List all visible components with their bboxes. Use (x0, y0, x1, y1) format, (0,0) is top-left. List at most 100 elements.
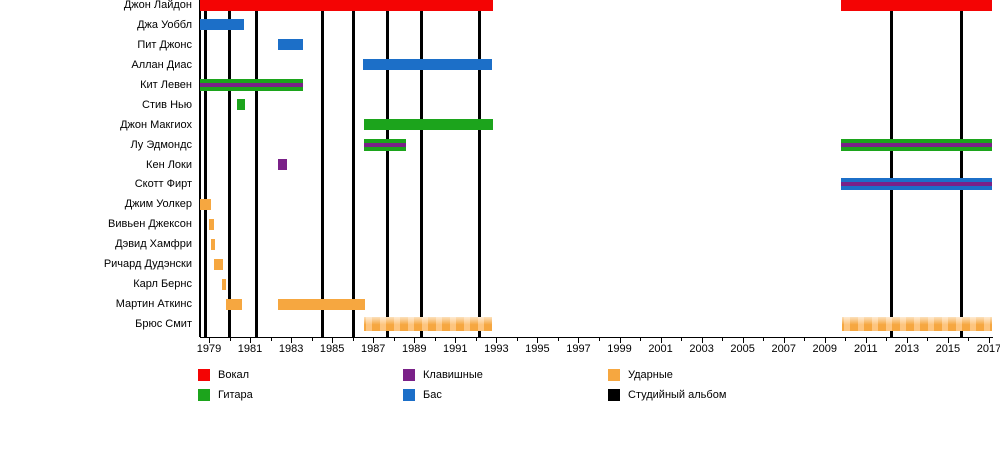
axis-tick-label: 1993 (484, 343, 509, 355)
axis-tick (393, 338, 395, 341)
member-label: Джон Макгиох (120, 118, 192, 131)
member-label: Лу Эдмондс (130, 138, 192, 151)
member-bar (211, 238, 216, 250)
studio-album-swatch-icon (608, 389, 620, 401)
album-line (478, 0, 482, 337)
axis-tick (475, 338, 477, 341)
axis-tick (250, 338, 252, 343)
axis-tick (578, 338, 580, 343)
member-bar (363, 138, 407, 151)
member-bar (840, 138, 993, 151)
axis-tick-label: 1985 (319, 343, 345, 355)
member-label: Джим Уолкер (124, 198, 192, 211)
x-axis: 1979 1981 1983 1985 1987 1989 1991 1993 1995 1997… (197, 337, 1000, 357)
member-bar (362, 59, 493, 71)
guitar-swatch-icon (198, 389, 210, 401)
member-label: Кен Локи (146, 158, 192, 171)
member-bar (277, 39, 303, 51)
member-label: Кит Левен (140, 78, 192, 91)
axis-tick (886, 338, 888, 341)
member-label: Джон Лайдон (123, 0, 192, 11)
axis-tick (229, 338, 231, 341)
keyboards-stripe (363, 142, 407, 147)
member-bar (277, 159, 287, 171)
axis-tick-label: 2003 (689, 343, 714, 355)
member-bar (200, 78, 303, 91)
axis-tick-label: 2009 (812, 343, 837, 355)
legend-label: Бас (423, 389, 442, 401)
member-label: Карл Бернс (133, 278, 192, 291)
axis-tick (988, 338, 990, 343)
axis-tick (557, 338, 559, 341)
member-bar (221, 278, 227, 290)
member-bar (214, 258, 223, 270)
album-line (204, 0, 208, 337)
legend-label: Студийный альбом (628, 389, 727, 401)
axis-tick (434, 338, 436, 341)
member-label: Мартин Аткинс (115, 298, 192, 311)
member-bar (277, 298, 365, 310)
plot-area (200, 0, 993, 337)
axis-tick (496, 338, 498, 343)
bass-swatch-icon (403, 389, 415, 401)
album-line (228, 0, 232, 337)
axis-tick-label: 2017 (976, 343, 1000, 355)
axis-tick-label: 1995 (525, 343, 550, 355)
axis-tick (947, 338, 949, 343)
album-line (890, 0, 894, 337)
axis-tick (845, 338, 847, 341)
axis-tick-label: 1997 (566, 343, 591, 355)
axis-tick-label: 2007 (771, 343, 796, 355)
axis-tick-label: 2001 (648, 343, 673, 355)
axis-tick (968, 338, 970, 341)
axis-tick (373, 338, 375, 343)
axis-tick (681, 338, 683, 341)
member-label: Брюс Смит (135, 318, 192, 331)
row-labels: Джон Лайдон Джа Уоббл Пит Джонс Аллан Диас К… (0, 0, 196, 337)
axis-tick (209, 338, 210, 343)
axis-tick (722, 338, 724, 341)
member-bar (236, 99, 246, 111)
album-line (419, 0, 423, 337)
axis-tick (927, 338, 929, 341)
legend-label: Вокал (218, 369, 250, 381)
legend: Вокал Гитара Клавишные Бас Ударные Студи… (0, 366, 1000, 410)
axis-tick (619, 338, 621, 343)
axis-tick (537, 338, 539, 343)
legend-label: Гитара (218, 389, 253, 401)
axis-tick-label: 1989 (402, 343, 427, 355)
axis-tick (763, 338, 765, 341)
axis-tick (455, 338, 457, 343)
member-label: Пит Джонс (137, 38, 192, 51)
legend-label: Клавишные (423, 369, 483, 381)
axis-tick-label: 2013 (894, 343, 920, 355)
axis-tick (701, 338, 703, 343)
axis-tick-label: 1999 (607, 343, 632, 355)
axis-tick-label: 2005 (730, 343, 755, 355)
member-label: Стив Нью (142, 98, 192, 111)
member-bar (363, 119, 494, 131)
x-axis-line (200, 337, 993, 338)
axis-tick-label: 1991 (443, 343, 468, 355)
axis-tick (414, 338, 416, 343)
axis-tick-label: 2015 (935, 343, 961, 355)
vocals-swatch-icon (198, 369, 210, 381)
member-bar (226, 298, 243, 310)
member-bar (200, 198, 212, 210)
drums-swatch-icon (608, 369, 620, 381)
album-line (960, 0, 964, 337)
album-line (386, 0, 390, 337)
axis-tick-label: 2011 (854, 343, 878, 355)
album-line (255, 0, 259, 337)
axis-tick (640, 338, 642, 341)
axis-tick (783, 338, 785, 343)
axis-tick (270, 338, 272, 341)
y-axis (199, 0, 201, 337)
keyboards-stripe (840, 182, 993, 187)
album-line (321, 0, 325, 337)
axis-tick (906, 338, 908, 343)
axis-tick (332, 338, 334, 343)
axis-tick (352, 338, 354, 341)
axis-tick-label: 1979 (196, 343, 222, 355)
